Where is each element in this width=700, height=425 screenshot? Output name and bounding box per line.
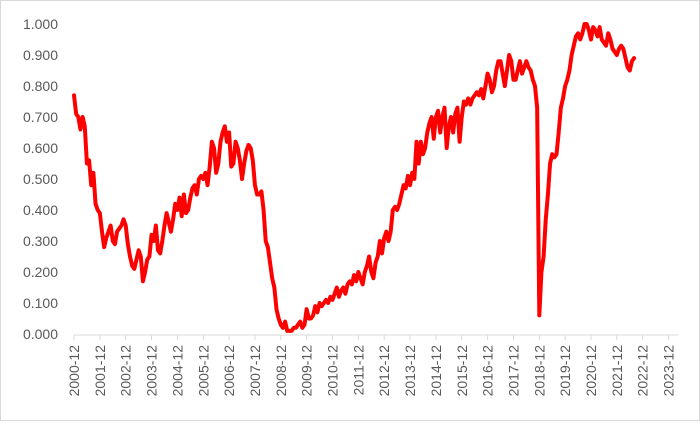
y-axis-labels: 0.000 0.100 0.200 0.300 0.400 0.500 0.600 0.700…: [23, 16, 58, 342]
y-tick-label: 0.100: [23, 295, 58, 311]
x-axis-labels: 2000-12 2001-12 2002-12 2003-12 2004-12 2005-…: [66, 345, 677, 397]
y-tick-label: 0.400: [23, 202, 58, 218]
y-tick-label: 0.600: [23, 140, 58, 156]
y-tick-label: 0.000: [23, 326, 58, 342]
x-tick-label: 2019-12: [557, 345, 573, 397]
x-tick-label: 2017-12: [505, 345, 521, 397]
x-tick-label: 2009-12: [299, 345, 315, 397]
x-tick-label: 2021-12: [609, 345, 625, 397]
y-tick-label: 0.300: [23, 233, 58, 249]
x-tick-label: 2023-12: [661, 345, 677, 397]
x-tick-label: 2004-12: [169, 345, 185, 397]
x-tick-label: 2006-12: [221, 345, 237, 397]
x-tick-label: 2016-12: [480, 345, 496, 397]
x-tick-label: 2007-12: [247, 345, 263, 397]
x-tick-label: 2005-12: [195, 345, 211, 397]
x-tick-label: 2010-12: [325, 345, 341, 397]
y-tick-label: 0.700: [23, 109, 58, 125]
x-tick-label: 2008-12: [273, 345, 289, 397]
x-axis-ticks: [73, 335, 670, 340]
x-tick-label: 2003-12: [144, 345, 160, 397]
series-line: [72, 22, 637, 333]
x-tick-label: 2015-12: [454, 345, 470, 397]
x-tick-label: 2020-12: [583, 345, 599, 397]
x-tick-label: 2001-12: [92, 345, 108, 397]
x-tick-label: 2002-12: [118, 345, 134, 397]
y-tick-label: 0.200: [23, 264, 58, 280]
y-tick-label: 1.000: [23, 16, 58, 32]
x-tick-label: 2011-12: [350, 345, 366, 396]
x-tick-label: 2022-12: [635, 345, 651, 397]
x-tick-label: 2000-12: [66, 345, 82, 397]
y-tick-label: 0.800: [23, 78, 58, 94]
x-tick-label: 2013-12: [402, 345, 418, 397]
x-tick-label: 2014-12: [428, 345, 444, 397]
x-tick-label: 2012-12: [376, 345, 392, 397]
x-tick-label: 2018-12: [531, 345, 547, 397]
y-tick-label: 0.500: [23, 171, 58, 187]
y-tick-label: 0.900: [23, 47, 58, 63]
